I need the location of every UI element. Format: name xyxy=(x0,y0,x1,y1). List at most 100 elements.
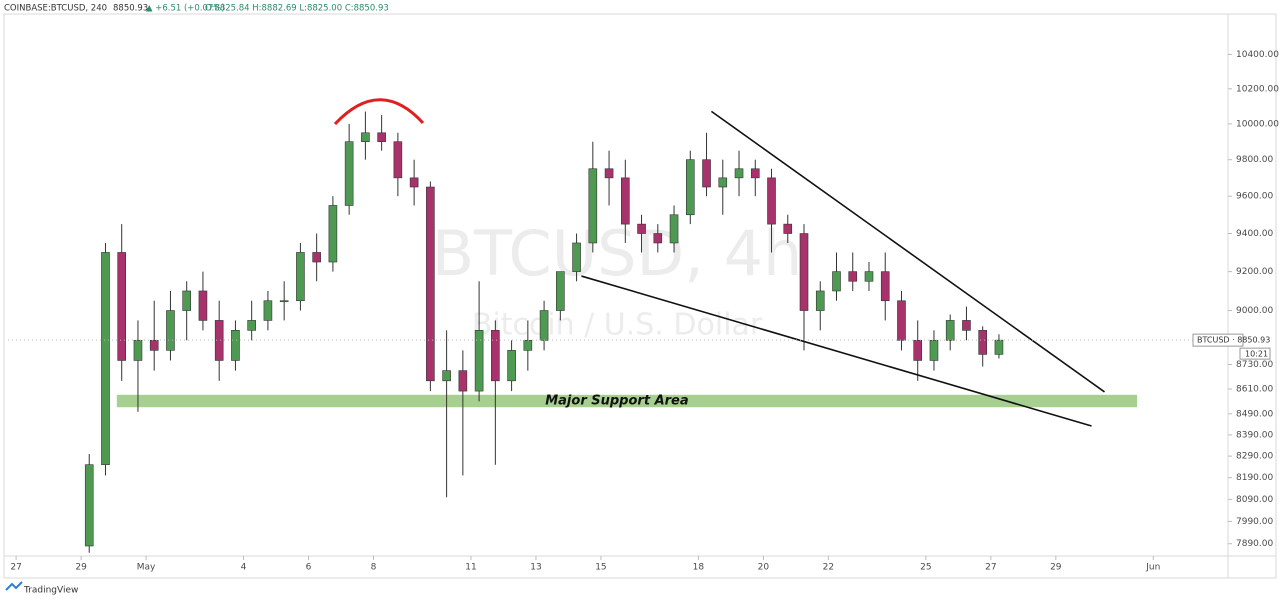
candle-body xyxy=(458,370,468,392)
candle-body xyxy=(442,370,451,382)
candle-body xyxy=(604,168,614,179)
y-tick-label: 10200.00 xyxy=(1236,84,1279,94)
x-tick-label: 29 xyxy=(75,563,87,573)
y-tick-label: 8090.00 xyxy=(1236,495,1273,505)
candle-body xyxy=(426,186,435,382)
candle-body xyxy=(539,310,549,341)
candle-body xyxy=(409,177,419,188)
candle-body xyxy=(637,223,646,234)
trendline xyxy=(710,110,1106,393)
candle-body xyxy=(296,252,305,302)
candle-body xyxy=(393,141,403,179)
x-tick-label: 6 xyxy=(306,563,312,573)
x-tick-label: 25 xyxy=(920,563,931,573)
candle-body xyxy=(279,300,289,303)
x-tick-label: 13 xyxy=(530,563,541,573)
x-tick-label: 27 xyxy=(10,563,21,573)
candle-body xyxy=(588,168,598,244)
candle-body xyxy=(685,159,695,216)
candle-body xyxy=(84,464,94,547)
candle-body xyxy=(913,340,923,361)
candle-body xyxy=(182,290,191,311)
support-zone xyxy=(116,394,1138,408)
y-tick-label: 8730.00 xyxy=(1236,360,1273,370)
y-tick-label: 8490.00 xyxy=(1236,409,1273,419)
candle-body xyxy=(653,233,663,244)
candle-body xyxy=(945,320,955,341)
header-symbol: COINBASE:BTCUSD, 240 xyxy=(4,4,107,14)
top-arc xyxy=(333,98,425,126)
watermark-subtitle: Bitcoin / U.S. Dollar xyxy=(472,308,763,343)
logo-icon xyxy=(5,581,23,591)
candle-body xyxy=(507,350,516,382)
x-tick-label: May xyxy=(137,563,156,573)
x-tick-label: 15 xyxy=(595,563,606,573)
candle-body xyxy=(880,271,890,302)
x-tick-label: 8 xyxy=(371,563,377,573)
candle-body xyxy=(344,141,354,206)
candle-body xyxy=(231,330,240,361)
candle-body xyxy=(962,320,971,331)
candle-body xyxy=(377,132,386,143)
y-tick-label: 8190.00 xyxy=(1236,473,1273,483)
x-tick-label: 20 xyxy=(758,563,770,573)
y-tick-label: 9600.00 xyxy=(1236,192,1273,202)
header-ohlc: O:8825.84 H:8882.69 L:8825.00 C:8850.93 xyxy=(205,4,389,14)
header-change: ▲ +6.51 (+0.07%) xyxy=(146,4,225,14)
candle-body xyxy=(263,300,273,321)
candle-body xyxy=(669,214,679,244)
x-tick-label: 4 xyxy=(241,563,247,573)
candle-body xyxy=(133,340,143,361)
candle-body xyxy=(361,132,370,143)
candle-body xyxy=(247,320,256,331)
y-tick-label: 9400.00 xyxy=(1236,229,1273,239)
candle-body xyxy=(750,168,760,179)
y-tick-label: 9200.00 xyxy=(1236,267,1273,277)
x-tick-label: 22 xyxy=(823,563,834,573)
candle-body xyxy=(621,177,630,225)
candle-body xyxy=(799,233,809,311)
price-label-box xyxy=(1192,333,1244,347)
y-tick-label: 10400.00 xyxy=(1236,50,1279,60)
candle-body xyxy=(117,252,127,361)
candle-body xyxy=(491,330,500,382)
y-tick-label: 9800.00 xyxy=(1236,155,1273,165)
candle-body xyxy=(474,330,484,392)
candle-body xyxy=(198,290,208,321)
y-tick-label: 7890.00 xyxy=(1236,539,1273,549)
candle-body xyxy=(523,340,533,351)
y-tick-label: 8390.00 xyxy=(1236,430,1273,440)
support-label: Major Support Area xyxy=(545,394,688,409)
y-tick-label: 8610.00 xyxy=(1236,385,1273,395)
y-tick-label: 8290.00 xyxy=(1236,452,1273,462)
x-tick-label: 27 xyxy=(985,563,996,573)
candle-body xyxy=(978,330,988,355)
candle-body xyxy=(718,177,728,188)
frame xyxy=(3,13,1277,579)
candle-body xyxy=(734,168,744,179)
countdown-box xyxy=(1239,347,1271,360)
candle-body xyxy=(848,271,858,282)
trendline xyxy=(581,275,1092,427)
x-tick-label: 11 xyxy=(465,563,476,573)
candle-body xyxy=(767,177,776,225)
candle-body xyxy=(166,310,175,351)
price-label: BTCUSD · 8850.93 xyxy=(1197,336,1270,345)
watermark: BTCUSD, 4h xyxy=(432,217,803,290)
candle-body xyxy=(702,159,711,188)
x-tick-label: Jun xyxy=(1145,563,1160,573)
candle-body xyxy=(328,205,338,263)
candle-body xyxy=(864,271,874,282)
candle-body xyxy=(783,223,793,234)
candle-body xyxy=(994,339,1004,355)
candle-body xyxy=(897,300,906,341)
x-tick-label: 29 xyxy=(1050,563,1062,573)
countdown: 10:21 xyxy=(1245,350,1268,359)
candle-body xyxy=(572,242,581,272)
candle-body xyxy=(312,252,321,263)
y-tick-label: 10000.00 xyxy=(1236,119,1279,129)
footer-logo[interactable]: TradingView xyxy=(23,586,78,596)
candle-body xyxy=(815,290,825,311)
x-tick-label: 18 xyxy=(693,563,705,573)
candle-body xyxy=(101,252,110,465)
